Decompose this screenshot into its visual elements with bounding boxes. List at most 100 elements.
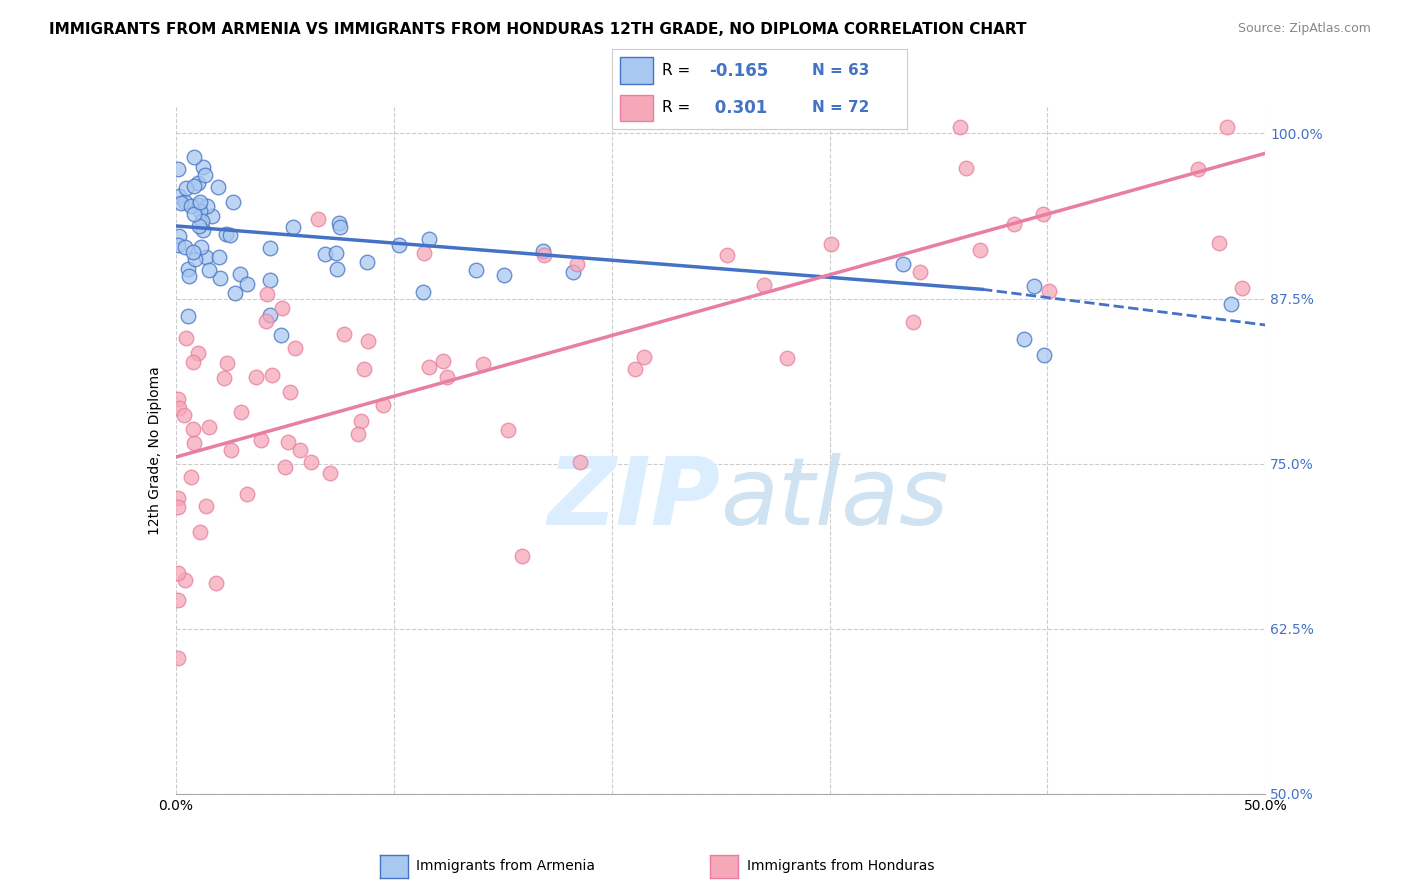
Point [332,327,354,342]
Point [169,401,191,416]
Point [353,361,375,376]
Point [412,246,434,260]
Point [228,268,250,282]
Point [326,262,349,277]
Point [314,247,336,261]
Point [432,353,454,368]
Text: Immigrants from Armenia: Immigrants from Armenia [416,859,595,873]
Point [190,240,212,254]
Point [623,362,645,376]
Point [219,228,242,243]
Point [201,209,224,223]
Point [209,271,232,285]
Point [256,286,278,301]
Point [350,414,373,428]
Point [562,265,585,279]
Point [208,250,231,264]
Point [1032,348,1054,362]
Text: R =: R = [662,100,695,115]
Point [1220,297,1243,311]
Point [418,232,440,246]
Point [716,248,738,262]
Point [167,238,190,252]
Point [259,308,281,322]
Point [388,238,411,252]
Point [167,500,190,514]
Point [180,470,202,484]
Point [908,265,931,279]
Point [752,278,775,293]
Point [188,198,211,212]
Point [236,487,259,501]
Point [183,436,205,450]
Point [191,214,214,228]
Point [290,443,312,458]
Point [198,263,221,277]
Point [236,277,259,291]
Point [195,199,218,213]
Point [347,427,370,442]
Point [325,246,347,260]
Point [250,434,273,448]
Point [173,408,195,422]
Point [270,328,292,343]
Point [183,252,205,267]
FancyBboxPatch shape [620,95,652,121]
Text: N = 72: N = 72 [813,100,870,115]
Point [568,455,591,469]
Text: 0.301: 0.301 [709,99,768,117]
Point [167,162,190,177]
Point [181,355,204,369]
Point [222,194,245,209]
Point [229,405,252,419]
Point [183,422,205,436]
Point [214,371,236,385]
Point [356,255,378,269]
Point [274,459,297,474]
Text: Source: ZipAtlas.com: Source: ZipAtlas.com [1237,22,1371,36]
Point [205,576,228,591]
Point [328,216,350,230]
Point [901,315,924,329]
Point [492,268,515,283]
Point [180,199,202,213]
Text: ZIP: ZIP [548,452,721,544]
Point [167,650,190,665]
Point [167,392,190,406]
Point [188,524,211,539]
Point [1232,281,1254,295]
Point [224,285,246,300]
Point [187,176,209,190]
Point [1002,217,1025,231]
Point [167,592,190,607]
Point [498,424,520,438]
Point [373,398,395,412]
Point [284,341,307,355]
Point [198,420,221,434]
Point [418,360,440,375]
Text: -0.165: -0.165 [709,62,768,79]
Point [820,236,842,251]
Point [472,357,495,371]
Point [533,248,555,262]
Point [177,261,200,276]
Point [510,549,533,563]
Point [194,169,217,183]
Point [271,301,294,315]
Point [955,161,977,175]
Point [436,369,458,384]
Point [190,204,212,219]
Point [357,334,380,348]
Point [177,309,200,323]
Point [181,245,204,260]
Point [183,150,205,164]
Point [259,272,281,286]
Point [167,566,190,581]
Point [949,120,972,134]
Point [167,228,190,243]
Point [1208,236,1230,251]
Point [318,466,340,480]
Point [191,223,214,237]
Point [245,369,267,384]
FancyBboxPatch shape [620,57,652,84]
